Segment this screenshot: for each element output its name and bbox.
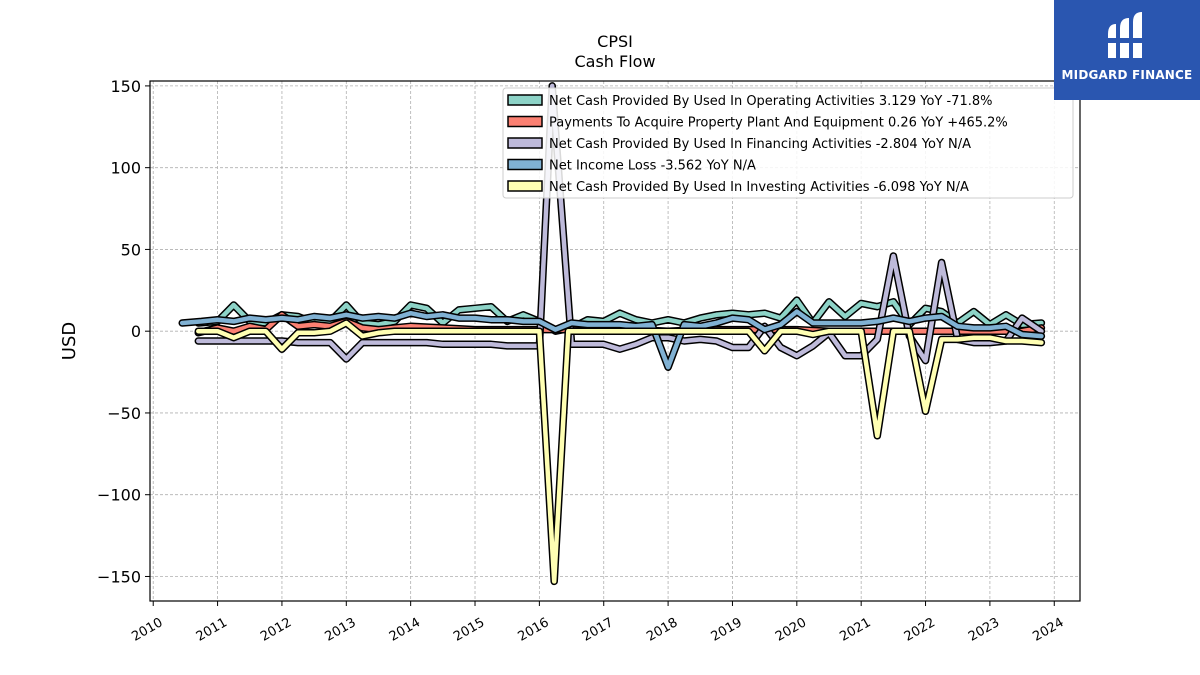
- series-net-cash-provided-by-used-in-financing-activities: [194, 82, 1046, 365]
- x-tick-label: 2024: [1030, 615, 1066, 645]
- x-tick-label: 2020: [773, 615, 809, 645]
- x-tick-label: 2011: [194, 615, 230, 645]
- series-net-cash-provided-by-used-in-investing-activities: [194, 319, 1046, 586]
- y-axis: 150 100 50 0 −50 −100 −150: [97, 77, 150, 586]
- x-tick-label: 2018: [644, 615, 680, 645]
- legend: Net Cash Provided By Used In Operating A…: [502, 87, 1074, 199]
- legend-entry: Net Cash Provided By Used In Financing A…: [549, 137, 971, 152]
- series-net-cash-provided-by-used-in-operating-activities: [194, 296, 1046, 335]
- legend-swatch: [507, 180, 543, 192]
- x-tick-label: 2013: [322, 615, 358, 645]
- x-tick-label: 2017: [580, 615, 616, 645]
- x-axis: 2010 2011 2012 2013 2014 2015 2016 2017 2018 2019…: [129, 601, 1067, 645]
- series-net-income-loss: [178, 307, 1046, 371]
- y-tick-label: 0: [131, 322, 141, 341]
- legend-swatch: [507, 158, 543, 171]
- chart-subtitle: Cash Flow: [574, 52, 655, 71]
- legend-entry: Net Cash Provided By Used In Operating A…: [549, 94, 992, 109]
- legend-swatch: [507, 115, 543, 128]
- y-tick-label: 150: [110, 77, 141, 96]
- series-layer: [178, 82, 1046, 586]
- y-tick-label: −150: [97, 567, 141, 586]
- chart-title: CPSI: [597, 32, 633, 51]
- legend-entry: Payments To Acquire Property Plant And E…: [549, 116, 1008, 131]
- series-line: [196, 297, 1044, 334]
- legend-box: [502, 87, 1074, 199]
- x-tick-label: 2014: [387, 615, 423, 645]
- y-tick-label: −100: [97, 486, 141, 505]
- y-tick-label: 50: [121, 240, 141, 259]
- plot-frame: [149, 80, 1081, 602]
- midgard-logo-icon: [1106, 12, 1146, 58]
- x-tick-label: 2016: [516, 615, 552, 645]
- legend-swatch: [507, 94, 543, 106]
- x-tick-label: 2022: [902, 615, 938, 645]
- x-tick-label: 2021: [837, 615, 873, 645]
- series-line: [196, 320, 1044, 584]
- x-tick-label: 2023: [966, 615, 1002, 645]
- y-axis-label: USD: [59, 322, 80, 360]
- y-tick-label: 100: [110, 159, 141, 178]
- legend-entry: Net Income Loss -3.562 YoY N/A: [549, 159, 756, 174]
- legend-entry: Net Cash Provided By Used In Investing A…: [549, 180, 969, 195]
- legend-swatch: [507, 137, 543, 149]
- series-line: [196, 83, 1044, 363]
- x-tick-label: 2012: [258, 615, 294, 645]
- y-tick-label: −50: [107, 404, 141, 423]
- brand-logo: MIDGARD FINANCE: [1054, 0, 1200, 100]
- x-tick-label: 2019: [709, 615, 745, 645]
- series-line: [179, 309, 1044, 370]
- brand-name: MIDGARD FINANCE: [1061, 68, 1193, 82]
- x-tick-label: 2010: [129, 615, 165, 645]
- x-tick-label: 2015: [451, 615, 487, 645]
